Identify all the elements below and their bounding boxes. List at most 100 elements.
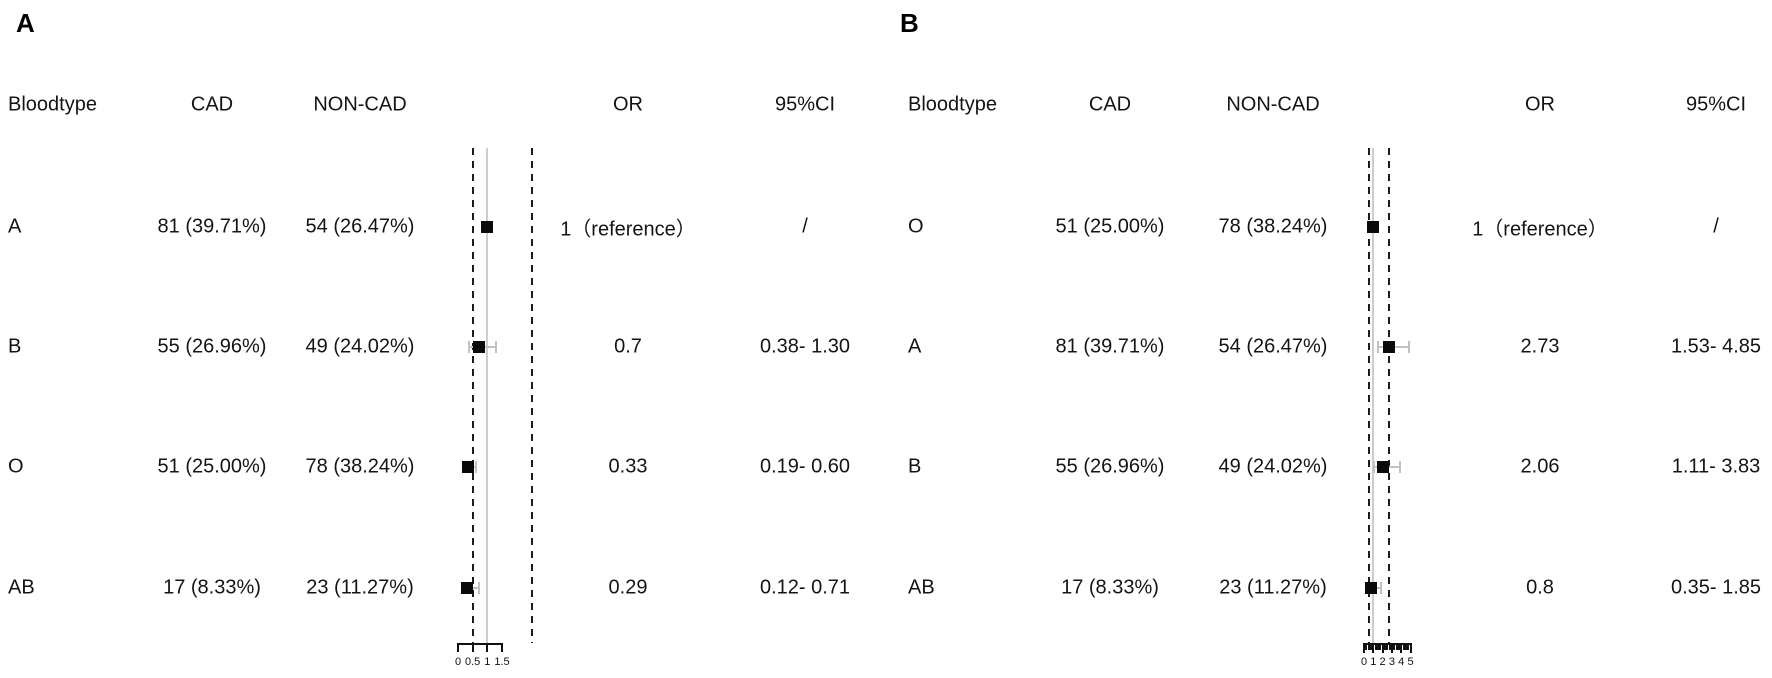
or-marker xyxy=(1365,582,1378,594)
x-axis-tick xyxy=(1397,643,1400,650)
cell-noncad-count: 54 (26.47%) xyxy=(305,215,415,238)
cell-noncad-count: 23 (11.27%) xyxy=(1219,576,1327,599)
x-axis-tick xyxy=(1374,643,1377,650)
x-axis-tick xyxy=(1386,643,1389,650)
cell-cad-count: 51 (25.00%) xyxy=(157,455,267,478)
cell-or-value: 0.33 xyxy=(608,455,648,478)
col-header-cad: CAD xyxy=(190,93,234,116)
cell-ci-value: / xyxy=(1713,215,1719,238)
col-header-bloodtype: Bloodtype xyxy=(908,93,997,116)
cell-ci-value: 0.12- 0.71 xyxy=(759,576,851,599)
col-header-noncad: NON-CAD xyxy=(313,93,407,116)
cell-ci-value: 0.19- 0.60 xyxy=(759,455,851,478)
or-marker xyxy=(1383,341,1396,353)
x-axis-tick xyxy=(471,643,474,652)
cell-cad-count: 55 (26.96%) xyxy=(1055,455,1165,478)
reference-line xyxy=(1372,148,1375,643)
cell-noncad-count: 78 (38.24%) xyxy=(1218,215,1328,238)
cell-ci-value: 1.53- 4.85 xyxy=(1670,335,1762,358)
cell-ci-value: 1.11- 3.83 xyxy=(1671,455,1761,478)
ci-whisker-cap xyxy=(1380,582,1383,594)
cell-bloodtype: A xyxy=(8,215,22,238)
col-header-ci: 95%CI xyxy=(1685,93,1747,116)
cell-or-value: 2.06 xyxy=(1520,455,1560,478)
x-axis-tick xyxy=(1407,643,1410,650)
x-axis-tick xyxy=(1409,643,1412,653)
cell-cad-count: 17 (8.33%) xyxy=(163,576,261,599)
x-axis-tick xyxy=(1369,643,1372,650)
x-axis-tick xyxy=(457,643,459,652)
panel-a-label: A xyxy=(16,8,35,38)
dashed-guide-line xyxy=(531,148,533,643)
col-header-cad: CAD xyxy=(1088,93,1132,116)
or-marker xyxy=(1367,221,1380,233)
cell-noncad-count: 23 (11.27%) xyxy=(306,576,414,599)
or-marker xyxy=(472,341,485,353)
col-header-bloodtype: Bloodtype xyxy=(8,93,97,116)
cell-noncad-count: 54 (26.47%) xyxy=(1218,335,1328,358)
x-axis-line xyxy=(457,643,503,645)
reference-line xyxy=(486,148,489,643)
x-axis-tick-label: 5 xyxy=(1407,656,1414,668)
x-axis-tick xyxy=(1404,643,1407,650)
ci-whisker-cap xyxy=(1377,341,1380,353)
x-axis-tick xyxy=(486,643,489,652)
ci-whisker-cap xyxy=(468,341,471,353)
x-axis-tick xyxy=(500,643,503,652)
x-axis-tick-label: 1 xyxy=(484,656,491,668)
x-axis-tick-label: 1 xyxy=(1370,656,1377,668)
cell-bloodtype: O xyxy=(8,455,24,478)
cell-bloodtype: B xyxy=(908,455,922,478)
x-axis-tick xyxy=(1383,643,1386,650)
x-axis-tick-label: 4 xyxy=(1398,656,1405,668)
x-axis-tick xyxy=(1372,643,1375,653)
cell-bloodtype: O xyxy=(908,215,924,238)
x-axis-tick xyxy=(1381,643,1384,653)
cell-or-value: 1（reference） xyxy=(1472,218,1608,241)
ci-whisker-cap xyxy=(1398,461,1401,473)
or-marker xyxy=(1377,461,1390,473)
cell-or-value: 2.73 xyxy=(1520,335,1560,358)
x-axis-tick xyxy=(1376,643,1379,650)
x-axis-tick xyxy=(1367,643,1370,650)
dashed-guide-line xyxy=(471,148,474,643)
ci-whisker-cap xyxy=(474,461,477,473)
cell-noncad-count: 49 (24.02%) xyxy=(1218,455,1328,478)
x-axis-tick-label: 3 xyxy=(1388,656,1395,668)
col-header-noncad: NON-CAD xyxy=(1226,93,1320,116)
col-header-or: OR xyxy=(613,93,643,116)
cell-noncad-count: 49 (24.02%) xyxy=(305,335,415,358)
dashed-guide-line xyxy=(1367,148,1370,643)
x-axis-tick-label: 1.5 xyxy=(494,656,510,668)
x-axis-tick-label: 0 xyxy=(454,656,462,668)
cell-bloodtype: A xyxy=(908,335,922,358)
x-axis-tick xyxy=(1393,643,1396,650)
x-axis-tick xyxy=(1365,643,1368,650)
x-axis-tick xyxy=(1363,643,1365,653)
x-axis-tick xyxy=(1395,643,1398,650)
col-header-ci: 95%CI xyxy=(774,93,836,116)
cell-cad-count: 17 (8.33%) xyxy=(1061,576,1159,599)
cell-ci-value: 0.35- 1.85 xyxy=(1670,576,1762,599)
cell-or-value: 0.29 xyxy=(608,576,648,599)
or-marker xyxy=(481,221,494,233)
col-header-or: OR xyxy=(1525,93,1555,116)
cell-noncad-count: 78 (38.24%) xyxy=(305,455,415,478)
x-axis-tick-label: 2 xyxy=(1379,656,1386,668)
x-axis-tick-label: 0.5 xyxy=(465,656,481,668)
cell-bloodtype: B xyxy=(8,335,22,358)
x-axis-tick-label: 0 xyxy=(1360,656,1368,668)
x-axis-tick xyxy=(1388,643,1391,650)
cell-or-value: 0.8 xyxy=(1526,576,1554,599)
cell-bloodtype: AB xyxy=(8,576,35,599)
cell-cad-count: 51 (25.00%) xyxy=(1055,215,1165,238)
cell-cad-count: 55 (26.96%) xyxy=(157,335,267,358)
or-marker xyxy=(460,582,473,594)
x-axis-tick xyxy=(1390,643,1393,653)
or-marker xyxy=(461,461,474,473)
cell-ci-value: 0.38- 1.30 xyxy=(759,335,851,358)
x-axis-tick xyxy=(1400,643,1403,653)
